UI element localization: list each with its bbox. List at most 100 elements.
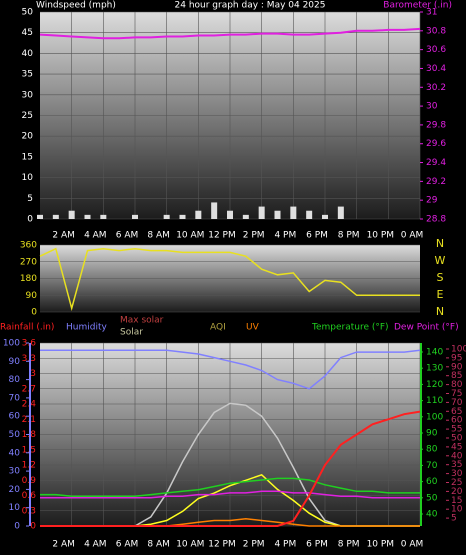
compass-label: W	[435, 254, 446, 267]
y-tick-label: 70	[426, 461, 438, 471]
legend-temperature: Temperature (°F)	[311, 323, 389, 333]
y-tick-label: 2.4	[22, 400, 37, 410]
y-tick-label: 0.9	[22, 476, 37, 486]
y-tick-label: 40	[426, 510, 438, 520]
y-tick-label: 55	[451, 425, 462, 435]
x-tick-label: 10 PM	[367, 231, 395, 241]
y-tick-label: 90	[426, 429, 438, 439]
y-tick-label: 0.6	[22, 491, 37, 501]
y-tick-label: 25	[451, 478, 462, 488]
y-tick-label: 50	[451, 434, 463, 444]
legend-max-solar: Max solar	[120, 316, 164, 326]
y-tick-label: 29.2	[426, 177, 446, 187]
title-left: Windspeed (mph)	[36, 1, 116, 11]
y-tick-label: 0	[31, 308, 37, 318]
x-tick-label: 10 PM	[367, 540, 395, 550]
wind-bar	[52, 214, 59, 219]
wind-bar	[68, 210, 75, 219]
compass-label: N	[436, 305, 444, 318]
x-tick-label: 6 AM	[116, 540, 139, 550]
wind-bar	[37, 214, 43, 219]
title-right: Barometer (.in)	[383, 1, 452, 11]
y-tick-label: 60	[451, 416, 463, 426]
y-tick-label: 29.8	[426, 120, 446, 130]
y-tick-label: 30	[9, 467, 21, 477]
x-tick-label: 2 AM	[52, 231, 75, 241]
y-tick-label: 130	[426, 364, 443, 374]
y-tick-label: 30	[426, 102, 438, 112]
y-tick-label: 40	[9, 448, 21, 458]
x-tick-label: 4 AM	[84, 540, 107, 550]
y-tick-label: 0	[30, 522, 36, 532]
x-tick-label: 0 AM	[401, 540, 424, 550]
y-tick-label: 40	[22, 49, 34, 59]
y-tick-label: 100	[3, 339, 20, 349]
series-line	[40, 490, 420, 499]
wind-bar	[227, 210, 233, 219]
y-tick-label: 29.4	[426, 158, 446, 168]
y-tick-label: 50	[22, 8, 34, 18]
y-tick-label: 270	[20, 257, 37, 267]
title: 24 hour graph day : May 04 2025	[175, 1, 326, 11]
legend-uv: UV	[246, 323, 260, 333]
wind-bar	[322, 214, 328, 219]
y-tick-label: 5	[27, 194, 33, 204]
y-tick-label: 140	[426, 348, 443, 358]
x-tick-label: 8 AM	[147, 231, 170, 241]
x-tick-label: 8 PM	[338, 231, 360, 241]
y-tick-label: 45	[451, 442, 462, 452]
y-tick-label: 120	[426, 380, 443, 390]
y-tick-label: 20	[451, 487, 463, 497]
y-tick-label: 360	[20, 241, 37, 251]
y-tick-label: 30.2	[426, 83, 446, 93]
y-tick-label: 90	[26, 291, 38, 301]
x-tick-label: 4 PM	[274, 231, 296, 241]
x-tick-label: 0 AM	[401, 231, 424, 241]
y-tick-label: 15	[22, 152, 33, 162]
legend-aqi: AQI	[210, 323, 226, 333]
y-tick-label: 5	[451, 514, 457, 524]
x-tick-label: 6 AM	[116, 231, 139, 241]
compass-label: S	[437, 271, 444, 284]
y-tick-label: 1.5	[22, 445, 36, 455]
x-tick-label: 6 PM	[306, 231, 328, 241]
legend-solar: Solar	[120, 328, 143, 338]
y-tick-label: 45	[22, 28, 33, 38]
x-tick-label: 12 PM	[208, 231, 236, 241]
y-tick-label: 10	[9, 503, 21, 513]
x-tick-label: 2 AM	[52, 540, 75, 550]
wind-bar	[258, 206, 265, 219]
legend-rain: Rainfall (.in)	[0, 323, 54, 333]
y-tick-label: 90	[451, 362, 463, 372]
y-tick-label: 75	[451, 389, 462, 399]
legend-humidity: Humidity	[66, 323, 107, 333]
y-tick-label: 31	[426, 8, 437, 18]
y-tick-label: 0	[14, 522, 20, 532]
x-tick-label: 10 AM	[176, 231, 204, 241]
y-tick-label: 180	[20, 274, 37, 284]
y-tick-label: 50	[426, 493, 438, 503]
y-tick-label: 30	[451, 469, 463, 479]
compass-label: E	[437, 288, 444, 301]
y-tick-label: 40	[451, 451, 463, 461]
y-tick-label: 50	[9, 430, 21, 440]
series-line	[39, 247, 420, 312]
wind-bar	[163, 214, 170, 219]
y-tick-label: 3	[30, 369, 36, 379]
x-tick-label: 4 PM	[274, 540, 296, 550]
y-tick-label: 3.3	[22, 354, 36, 364]
y-tick-label: 2.7	[22, 384, 36, 394]
series-line	[40, 410, 421, 527]
y-tick-label: 28.8	[426, 215, 446, 225]
wind-bar	[195, 210, 202, 219]
x-tick-label: 8 PM	[338, 540, 360, 550]
y-tick-label: 60	[9, 412, 21, 422]
wind-bar	[100, 214, 107, 219]
legend-dewpoint: Dew Point (°F)	[394, 323, 459, 333]
wind-bar	[274, 210, 281, 219]
wind-bar	[211, 202, 218, 219]
wind-bar	[242, 214, 249, 219]
wind-bar	[337, 206, 344, 219]
y-tick-label: 10	[22, 173, 34, 183]
